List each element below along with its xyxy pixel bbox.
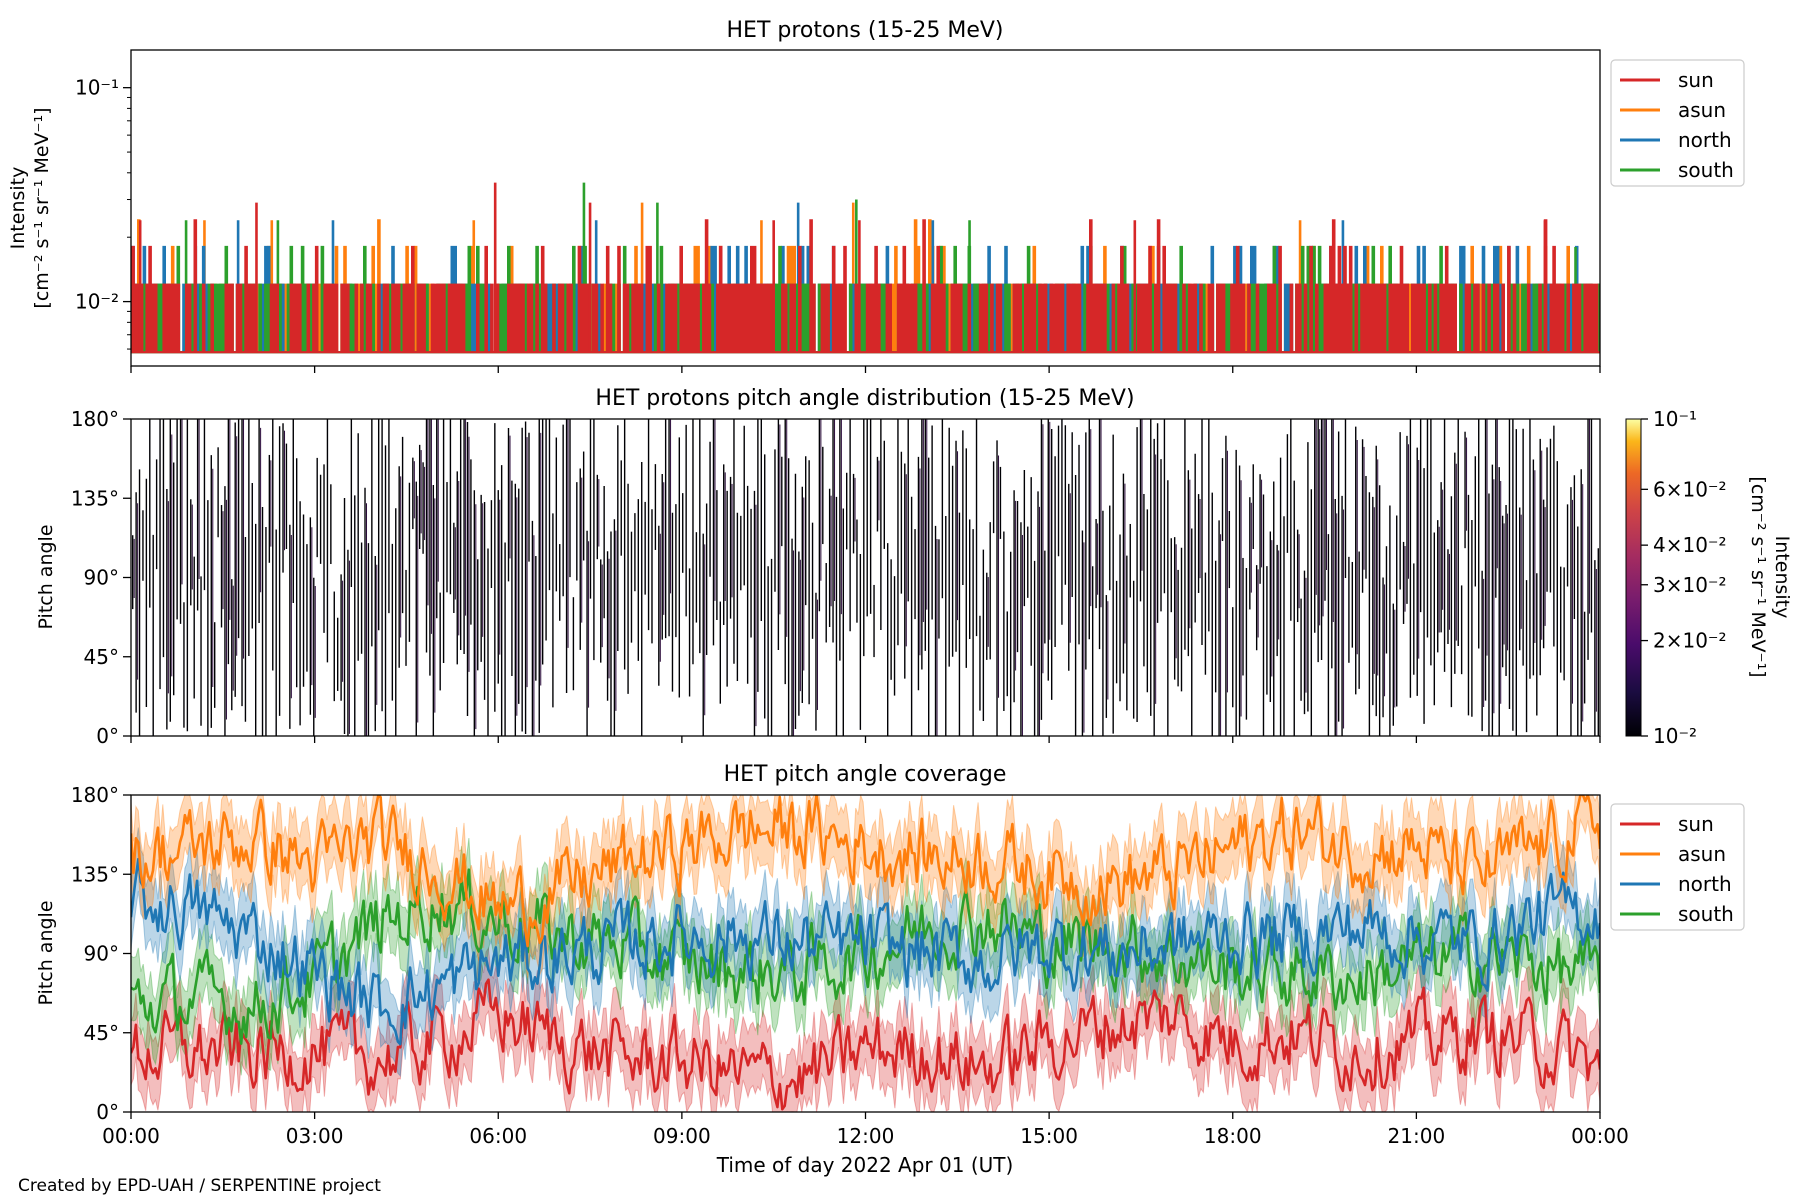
- colorbar-gradient: [1625, 418, 1642, 737]
- panel-pitch-angle-distribution: HET protons pitch angle distribution (15…: [35, 386, 1793, 748]
- panel3-xtick-label: 00:00: [1571, 1124, 1629, 1148]
- panel2-x-ticks: [130, 736, 1601, 743]
- panel2-ytick-label: 135°: [71, 486, 119, 510]
- panel3-xtick-label: 06:00: [469, 1124, 527, 1148]
- panel1-legend: sun asun north south: [1610, 59, 1745, 187]
- panel3-xtick-label: 21:00: [1388, 1124, 1446, 1148]
- series-sun-line: [131, 978, 1600, 1111]
- panel2-title: HET protons pitch angle distribution (15…: [595, 386, 1134, 411]
- panel3-legend: sun asun north south: [1610, 803, 1745, 931]
- colorbar-tick-label: 3×10⁻²: [1653, 573, 1727, 597]
- colorbar-tick-label: 10⁻²: [1653, 724, 1697, 748]
- panel3-ytick-label: 90°: [84, 942, 119, 966]
- panel1-plot-area: [131, 182, 1600, 354]
- panel3-ytick-label: 0°: [96, 1100, 119, 1124]
- series-sun-line: [131, 219, 1600, 354]
- panel3-xtick-label: 18:00: [1204, 1124, 1262, 1148]
- panel1-legend-label-south: south: [1678, 158, 1734, 182]
- colorbar-tick-label: 2×10⁻²: [1653, 629, 1727, 653]
- panel3-y-axis: 0° 45° 90° 135° 180°: [71, 783, 131, 1124]
- panel1-legend-label-asun: asun: [1678, 98, 1726, 122]
- colorbar-label-line1: Intensity: [1771, 536, 1793, 619]
- panel1-legend-label-sun: sun: [1678, 68, 1714, 92]
- panel1-x-ticks: [130, 366, 1601, 373]
- panel1-series-group: [131, 182, 1600, 354]
- panel1-legend-label-north: north: [1678, 128, 1732, 152]
- series-south-line: [131, 868, 1600, 1045]
- panel3-legend-frame: [1610, 803, 1745, 931]
- panel3-ytick-label: 135°: [71, 862, 119, 886]
- panel3-legend-label-south: south: [1678, 902, 1734, 926]
- panel2-ytick-label: 180°: [71, 407, 119, 431]
- panel1-ylabel-line1: Intensity: [7, 167, 29, 250]
- series-north-line: [131, 857, 1600, 1046]
- panel2-heatmap-marks: [132, 419, 1599, 736]
- panel3-xtick-label: 09:00: [653, 1124, 711, 1148]
- panel2-plot-area: [131, 419, 1600, 736]
- colorbar-tick-label: 10⁻¹: [1653, 407, 1697, 431]
- panel3-xtick-label: 12:00: [837, 1124, 895, 1148]
- series-sun-trace: [131, 182, 1600, 354]
- panel3-ytick-label: 45°: [84, 1021, 119, 1045]
- panel2-ytick-label: 45°: [84, 645, 119, 669]
- panel3-xtick-label: 03:00: [286, 1124, 344, 1148]
- panel-intensity: HET protons (15-25 MeV) 10⁻¹ 10⁻² Intensi…: [7, 18, 1745, 373]
- panel1-ytick-label: 10⁻²: [75, 290, 119, 314]
- colorbar-tick-label: 6×10⁻²: [1653, 477, 1727, 501]
- panel3-legend-label-asun: asun: [1678, 842, 1726, 866]
- panel2-ytick-label: 90°: [84, 566, 119, 590]
- panel3-legend-label-north: north: [1678, 872, 1732, 896]
- colorbar: 10⁻¹ 6×10⁻² 4×10⁻² 3×10⁻² 2×10⁻² 10⁻² Intensi…: [1625, 407, 1793, 748]
- panel3-plot-area: [131, 795, 1600, 1112]
- panel3-x-axis: 00:00 03:00 06:00 09:00 12:00 15:00 18:00 21:00…: [102, 1112, 1629, 1148]
- panel3-legend-label-sun: sun: [1678, 812, 1714, 836]
- colorbar-tick-label: 4×10⁻²: [1653, 533, 1727, 557]
- panel3-coverage-lines: [131, 795, 1600, 1111]
- panel1-y-axis: 10⁻¹ 10⁻²: [75, 76, 131, 350]
- series-asun-line: [131, 795, 1600, 948]
- credit-footer: Created by EPD-UAH / SERPENTINE project: [18, 1176, 381, 1196]
- panel3-xlabel: Time of day 2022 Apr 01 (UT): [716, 1153, 1014, 1177]
- panel2-ytick-label: 0°: [96, 724, 119, 748]
- panel3-xtick-label: 00:00: [102, 1124, 160, 1148]
- panel3-title: HET pitch angle coverage: [724, 762, 1007, 787]
- panel1-ytick-label: 10⁻¹: [75, 76, 119, 100]
- panel3-ylabel: Pitch angle: [35, 900, 57, 1005]
- panel1-title: HET protons (15-25 MeV): [727, 18, 1004, 43]
- panel2-ylabel: Pitch angle: [35, 524, 57, 629]
- panel-pitch-angle-coverage: HET pitch angle coverage 0° 45° 90° 135° 180…: [35, 762, 1745, 1177]
- panel1-ylabel-line2: [cm⁻² s⁻¹ sr⁻¹ MeV⁻¹]: [31, 107, 53, 308]
- panel3-ytick-label: 180°: [71, 783, 119, 807]
- panel3-xtick-label: 15:00: [1020, 1124, 1078, 1148]
- panel1-legend-frame: [1610, 59, 1745, 187]
- panel2-y-axis: 0° 45° 90° 135° 180°: [71, 407, 131, 748]
- colorbar-label-line2: [cm⁻² s⁻¹ sr⁻¹ MeV⁻¹]: [1747, 476, 1769, 677]
- colorbar-ticks: 10⁻¹ 6×10⁻² 4×10⁻² 3×10⁻² 2×10⁻² 10⁻²: [1641, 407, 1727, 748]
